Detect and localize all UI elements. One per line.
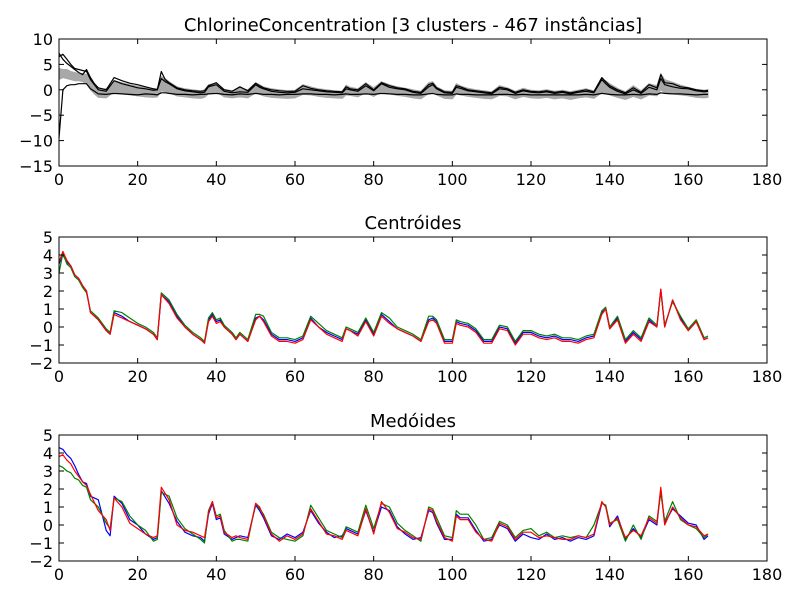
centroides-y-tick-label: −1: [29, 336, 53, 355]
chlorine-axes-frame: [58, 38, 768, 167]
chlorine-y-tick-label: 10: [33, 30, 53, 49]
centroides-axes-frame: [58, 236, 768, 364]
medoides-x-tick-label: 0: [54, 565, 64, 584]
chlorine-y-tick-label: 5: [43, 55, 53, 74]
centroides-y-tick-label: 5: [43, 228, 53, 247]
centroides-y-tick-label: 4: [43, 246, 53, 265]
medoides-y-tick-label: 1: [43, 498, 53, 517]
chlorine-x-tick-label: 140: [594, 170, 625, 189]
chlorine-x-tick-label: 80: [363, 170, 383, 189]
centroides-x-tick-label: 120: [516, 367, 547, 386]
chlorine-x-tick-label: 40: [206, 170, 226, 189]
chlorine-series-black-0: [58, 53, 709, 95]
medoides-series-red-2: [58, 454, 709, 542]
centroides-series-red-2: [58, 250, 709, 346]
chlorine-x-tick-label: 180: [752, 170, 783, 189]
chlorine-title: ChlorineConcentration [3 clusters - 467 …: [184, 15, 642, 36]
chlorine-y-tick-label: −10: [19, 132, 53, 151]
centroides-x-tick-label: 40: [206, 367, 226, 386]
chlorine-y-tick-label: 0: [43, 81, 53, 100]
medoides-x-tick-label: 20: [127, 565, 147, 584]
chlorine-x-tick-label: 120: [516, 170, 547, 189]
medoides-x-tick-label: 160: [673, 565, 704, 584]
chart-panel-chlorine: ChlorineConcentration [3 clusters - 467 …: [19, 15, 782, 189]
chlorine-x-tick-label: 20: [127, 170, 147, 189]
medoides-y-tick-label: 4: [43, 444, 53, 463]
centroides-x-tick-label: 20: [127, 367, 147, 386]
medoides-x-tick-label: 80: [363, 565, 383, 584]
centroides-plot-area: [58, 250, 709, 346]
centroides-x-tick-label: 180: [752, 367, 783, 386]
centroides-x-tick-label: 0: [54, 367, 64, 386]
centroides-y-tick-label: −2: [29, 354, 53, 373]
medoides-y-tick-label: 5: [43, 426, 53, 445]
centroides-x-tick-label: 160: [673, 367, 704, 386]
chlorine-y-tick-label: −5: [29, 106, 53, 125]
medoides-x-tick-label: 140: [594, 565, 625, 584]
medoides-axes-frame: [58, 434, 768, 562]
chlorine-x-tick-label: 0: [54, 170, 64, 189]
medoides-y-tick-label: 2: [43, 480, 53, 499]
centroides-x-tick-label: 60: [285, 367, 305, 386]
centroides-y-tick-label: 2: [43, 282, 53, 301]
medoides-y-tick-label: −1: [29, 534, 53, 553]
chlorine-x-tick-label: 160: [673, 170, 704, 189]
chlorine-y-tick-label: −15: [19, 157, 53, 176]
medoides-title: Medóides: [370, 411, 456, 432]
medoides-x-tick-label: 180: [752, 565, 783, 584]
centroides-title: Centróides: [364, 213, 461, 234]
chlorine-series-black-1: [58, 83, 708, 139]
centroides-x-tick-label: 100: [437, 367, 468, 386]
centroides-x-tick-label: 140: [594, 367, 625, 386]
chlorine-series-black-2: [58, 52, 709, 94]
medoides-x-tick-label: 100: [437, 565, 468, 584]
medoides-plot-area: [58, 447, 709, 544]
chlorine-plot-area: [58, 52, 709, 139]
centroides-x-tick-label: 80: [363, 367, 383, 386]
medoides-x-tick-label: 120: [516, 565, 547, 584]
medoides-x-tick-label: 60: [285, 565, 305, 584]
medoides-y-tick-label: 0: [43, 516, 53, 535]
chlorine-x-tick-label: 100: [437, 170, 468, 189]
chlorine-x-tick-label: 60: [285, 170, 305, 189]
centroides-y-tick-label: 3: [43, 264, 53, 283]
medoides-x-tick-label: 40: [206, 565, 226, 584]
medoides-y-tick-label: 3: [43, 462, 53, 481]
centroides-y-tick-label: 0: [43, 318, 53, 337]
medoides-y-tick-label: −2: [29, 552, 53, 571]
centroides-y-tick-label: 1: [43, 300, 53, 319]
centroides-series-green-1: [58, 252, 709, 342]
